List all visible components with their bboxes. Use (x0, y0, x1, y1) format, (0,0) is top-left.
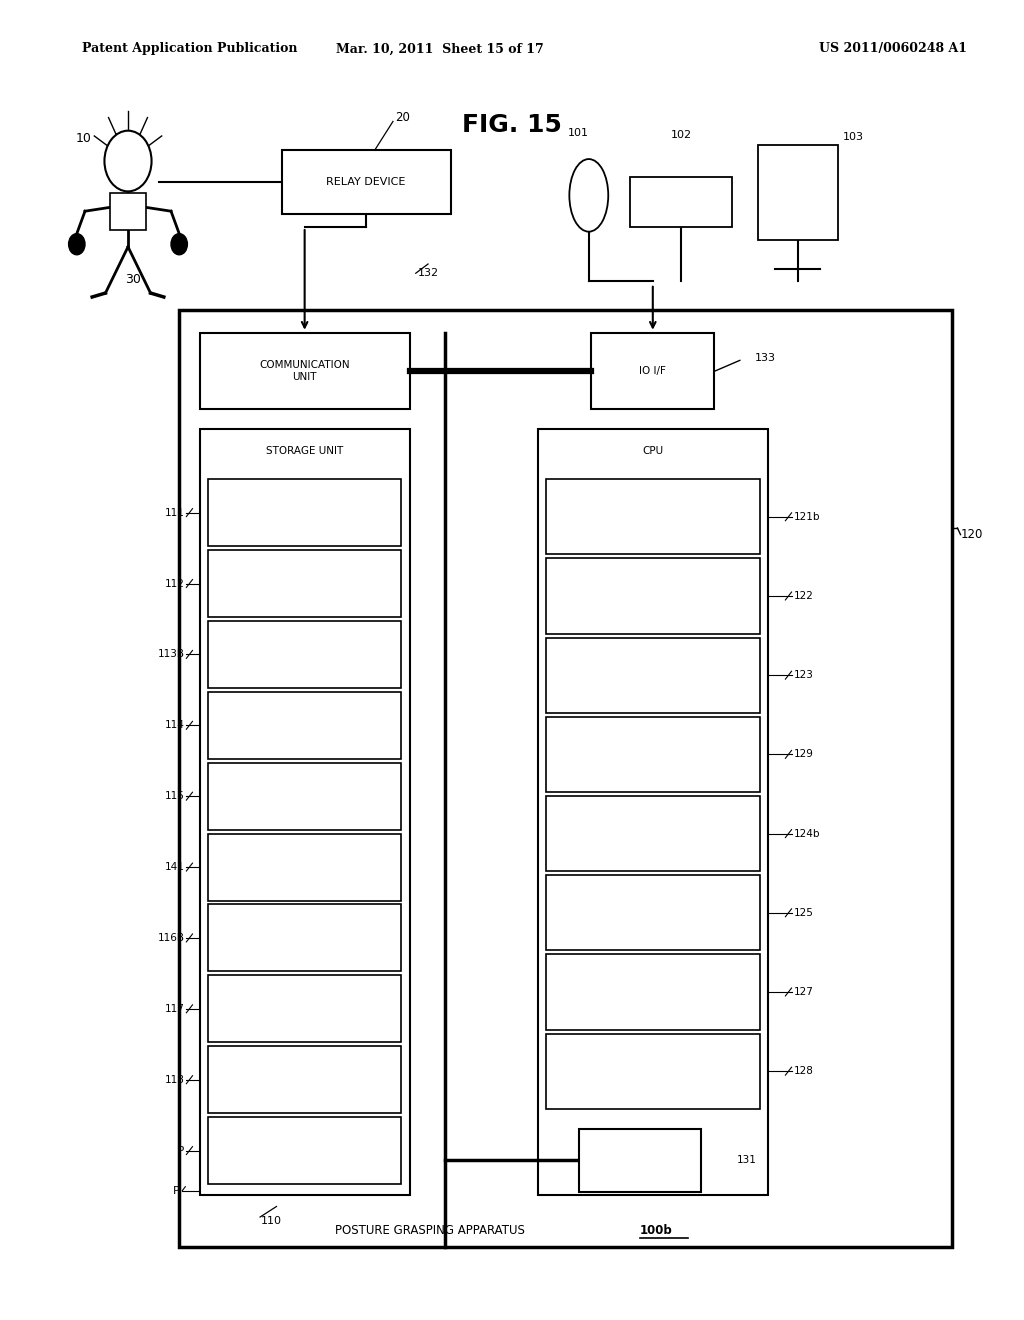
Text: POSTURE DATA
CALCULATION: POSTURE DATA CALCULATION (616, 586, 689, 606)
Text: 120: 120 (961, 528, 983, 541)
Text: SHAPE DATA: SHAPE DATA (275, 508, 334, 517)
FancyBboxPatch shape (630, 177, 732, 227)
FancyBboxPatch shape (208, 1047, 401, 1113)
FancyBboxPatch shape (546, 875, 760, 950)
Ellipse shape (569, 160, 608, 232)
FancyBboxPatch shape (208, 975, 401, 1043)
Text: 133: 133 (756, 352, 776, 363)
Text: MOTION
EVALUATION DATA: MOTION EVALUATION DATA (262, 999, 347, 1019)
Text: Mar. 10, 2011  Sheet 15 of 17: Mar. 10, 2011 Sheet 15 of 17 (337, 42, 544, 55)
FancyBboxPatch shape (538, 429, 768, 1195)
Text: Patent Application Publication: Patent Application Publication (82, 42, 297, 55)
Text: 132: 132 (418, 268, 439, 279)
Text: W: W (115, 132, 127, 145)
Text: 100b: 100b (640, 1224, 673, 1237)
Text: 117: 117 (165, 1003, 184, 1014)
Text: 118: 118 (165, 1074, 184, 1085)
Text: 110: 110 (261, 1216, 283, 1226)
Text: P: P (178, 1146, 184, 1155)
Text: COMMUNICATION
UNIT: COMMUNICATION UNIT (259, 360, 350, 381)
FancyBboxPatch shape (179, 310, 952, 1247)
FancyBboxPatch shape (208, 692, 401, 759)
FancyBboxPatch shape (110, 193, 146, 230)
Text: 124b: 124b (794, 829, 820, 838)
Circle shape (104, 131, 152, 191)
Text: 128: 128 (794, 1067, 813, 1076)
FancyBboxPatch shape (546, 717, 760, 792)
FancyBboxPatch shape (208, 1117, 401, 1184)
FancyBboxPatch shape (592, 333, 715, 409)
Text: TWO-DIMENSIONAL
IMAGE DATA: TWO-DIMENSIONAL IMAGE DATA (259, 928, 350, 948)
Text: CPU: CPU (642, 446, 664, 457)
Text: P: P (173, 1185, 179, 1196)
Text: STORAGE UNIT: STORAGE UNIT (266, 446, 343, 457)
FancyBboxPatch shape (208, 834, 401, 900)
Text: 129: 129 (794, 750, 813, 759)
Circle shape (69, 234, 85, 255)
Text: 125: 125 (794, 908, 813, 917)
Text: 116B: 116B (158, 933, 184, 942)
FancyBboxPatch shape (546, 558, 760, 634)
Text: SECOND POSITIONAL
DATA GENERATION: SECOND POSITIONAL DATA GENERATION (603, 744, 702, 764)
Text: SECOND
POSITIONAL DATA: SECOND POSITIONAL DATA (263, 858, 346, 876)
Circle shape (171, 234, 187, 255)
FancyBboxPatch shape (546, 479, 760, 554)
FancyBboxPatch shape (546, 954, 760, 1030)
Text: 115: 115 (165, 791, 184, 801)
FancyBboxPatch shape (579, 1129, 701, 1192)
Text: POSITIONAL  DATA
GENERATION: POSITIONAL DATA GENERATION (609, 665, 696, 685)
Text: 141: 141 (165, 862, 184, 873)
Text: MOTION
EVALUATION RULE: MOTION EVALUATION RULE (261, 574, 348, 593)
FancyBboxPatch shape (546, 796, 760, 871)
FancyBboxPatch shape (546, 1034, 760, 1109)
Text: 127: 127 (794, 987, 813, 997)
FancyBboxPatch shape (208, 620, 401, 688)
Text: DISPLAY CONTROL: DISPLAY CONTROL (609, 1067, 696, 1076)
Text: POSTURE GRASPING APPARATUS: POSTURE GRASPING APPARATUS (335, 1224, 525, 1237)
Text: 111: 111 (165, 508, 184, 517)
Text: 10: 10 (76, 132, 92, 145)
Text: WORK TIME DATA: WORK TIME DATA (263, 1076, 346, 1084)
Text: 20: 20 (395, 111, 410, 124)
Text: MOTION GRASPING
P: MOTION GRASPING P (259, 1140, 350, 1160)
Text: TWO-DIMENSIONAL
IMAGE DATA
GENERATION: TWO-DIMENSIONAL IMAGE DATA GENERATION (607, 818, 698, 849)
FancyBboxPatch shape (208, 763, 401, 830)
Text: 113B: 113B (158, 649, 184, 660)
FancyBboxPatch shape (208, 904, 401, 972)
Text: 131: 131 (737, 1155, 757, 1166)
Text: POSITIONAL DATA: POSITIONAL DATA (263, 792, 346, 801)
Text: US 2011/0060248 A1: US 2011/0060248 A1 (819, 42, 968, 55)
Text: MOTION EVALUATION
DATA GENERATION: MOTION EVALUATION DATA GENERATION (603, 903, 702, 923)
FancyBboxPatch shape (282, 150, 451, 214)
Text: 102: 102 (671, 129, 691, 140)
Text: SENSOR DATA
ACQUISITION: SENSOR DATA ACQUISITION (620, 507, 686, 527)
Text: 101: 101 (568, 128, 589, 139)
FancyBboxPatch shape (208, 550, 401, 616)
Text: INPUT CONTROL: INPUT CONTROL (614, 987, 691, 997)
Text: 30: 30 (125, 273, 141, 286)
Text: 103: 103 (843, 132, 864, 143)
Text: POSTURE DATA: POSTURE DATA (268, 721, 341, 730)
FancyBboxPatch shape (546, 638, 760, 713)
FancyBboxPatch shape (200, 429, 410, 1195)
FancyBboxPatch shape (208, 479, 401, 546)
Text: 123: 123 (794, 671, 813, 680)
Text: 112: 112 (165, 578, 184, 589)
Text: RELAY DEVICE: RELAY DEVICE (327, 177, 406, 187)
Text: IO I/F: IO I/F (639, 366, 667, 376)
Text: 114: 114 (165, 721, 184, 730)
Text: 122: 122 (794, 591, 813, 601)
FancyBboxPatch shape (200, 333, 410, 409)
Text: MEMORY: MEMORY (617, 1155, 663, 1166)
Text: FIG. 15: FIG. 15 (462, 114, 562, 137)
FancyBboxPatch shape (758, 145, 838, 240)
Text: SENSOR DATA: SENSOR DATA (271, 649, 338, 659)
Text: 121b: 121b (794, 512, 820, 521)
